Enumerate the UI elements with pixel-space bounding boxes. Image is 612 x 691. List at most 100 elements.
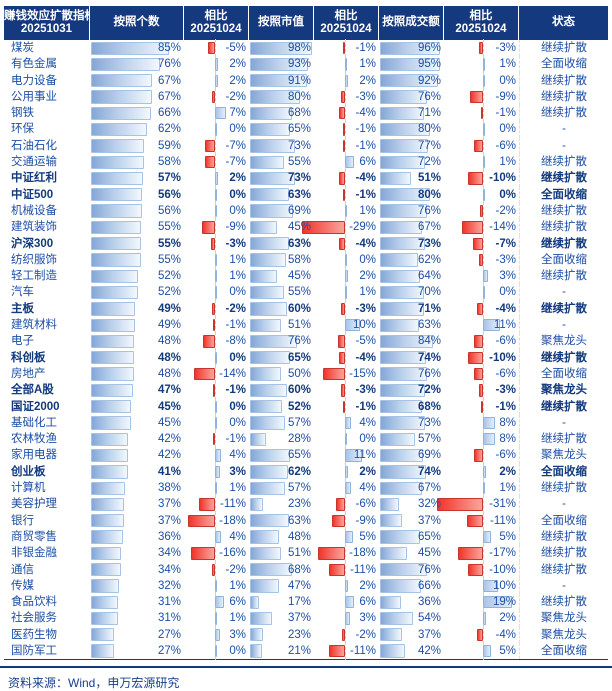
mcap-change-cell: -4% <box>314 104 379 123</box>
mcap-change-bar <box>345 156 354 169</box>
count-value: 32% <box>157 579 181 592</box>
amount-change-value: 0% <box>499 123 516 136</box>
mcap-change-cell: 2% <box>314 576 379 596</box>
status-value: 继续扩散 <box>541 42 587 54</box>
amount-change-value: 11% <box>493 319 516 332</box>
amount-change-bar <box>483 612 486 625</box>
count-change-value: -2% <box>225 90 246 103</box>
count-cell: 59% <box>90 138 184 154</box>
amount-cell: 72% <box>379 154 444 170</box>
table-row: 创业板 41% 3% 62% 2% 74% 2% 全面收缩 <box>4 462 608 482</box>
mcap-change-cell: 2% <box>314 71 379 91</box>
amount-change-bar <box>457 547 483 560</box>
amount-cell: 36% <box>379 594 444 610</box>
amount-value: 37% <box>417 514 441 527</box>
count-change-value: 0% <box>229 644 246 657</box>
mcap-change-bar <box>331 514 345 527</box>
amount-change-cell: -9% <box>444 87 519 107</box>
amount-change-value: 0% <box>499 74 516 87</box>
mcap-change-value: -29% <box>349 221 376 234</box>
status-cell: - <box>519 317 608 334</box>
table-row: 中证500 56% 0% 63% -1% 80% 0% 全面收缩 <box>4 185 608 205</box>
mcap-change-cell: 0% <box>314 430 379 449</box>
mcap-change-cell: -3% <box>314 381 379 400</box>
count-value: 34% <box>157 563 181 576</box>
mcap-change-bar <box>345 286 347 299</box>
amount-change-value: 5% <box>499 644 516 657</box>
amount-change-cell: 0% <box>444 283 519 303</box>
count-cell: 45% <box>90 415 184 431</box>
amount-change-value: -14% <box>489 221 516 234</box>
count-cell: 42% <box>90 431 184 447</box>
mcap-change-bar <box>343 400 345 413</box>
amount-cell: 73% <box>379 236 444 252</box>
row-label: 石油石化 <box>11 139 57 152</box>
row-label: 有色金属 <box>11 58 57 71</box>
mcap-change-value: 10% <box>352 319 376 332</box>
count-change-bar <box>215 270 217 283</box>
amount-change-value: -10% <box>489 563 516 576</box>
row-label: 美容护理 <box>11 498 57 511</box>
count-cell: 66% <box>90 105 184 121</box>
row-label: 公用事业 <box>11 90 57 103</box>
amount-cell: 77% <box>379 138 444 154</box>
count-cell: 57% <box>90 170 184 186</box>
mcap-change-bar <box>343 188 345 201</box>
count-cell: 37% <box>90 496 184 512</box>
amount-value: 36% <box>417 596 441 609</box>
count-cell: 38% <box>90 480 184 496</box>
amount-change-cell: -11% <box>444 511 519 531</box>
amount-bar <box>380 611 414 626</box>
amount-cell: 42% <box>379 643 444 659</box>
row-label: 国防军工 <box>11 644 57 657</box>
mcap-value: 93% <box>287 58 311 71</box>
mcap-change-cell: -4% <box>314 169 379 188</box>
status-cell: - <box>519 414 608 432</box>
amount-bar <box>380 122 430 137</box>
count-change-bar <box>215 482 217 495</box>
amount-value: 74% <box>417 351 441 364</box>
status-value: - <box>562 286 566 299</box>
count-cell: 52% <box>90 284 184 300</box>
count-cell: 49% <box>90 317 184 333</box>
count-change-bar <box>215 530 221 544</box>
count-value: 67% <box>157 74 181 87</box>
count-change-value: -1% <box>225 384 246 397</box>
mcap-change-cell: -11% <box>314 641 379 661</box>
table-row: 全部A股 47% -1% 60% -3% 72% -3% 聚焦龙头 <box>4 381 608 400</box>
amount-cell: 64% <box>379 268 444 284</box>
mcap-value: 73% <box>287 139 311 152</box>
diffusion-table: 赚钱效应扩散指标 20251031 按照个数 相比 20251024 按照市值 … <box>4 6 608 661</box>
amount-bar <box>380 106 425 120</box>
count-cell: 55% <box>90 236 184 252</box>
mcap-bar <box>250 448 291 463</box>
mcap-value: 47% <box>287 579 311 592</box>
amount-change-cell: -4% <box>444 299 519 319</box>
mcap-change-bar <box>345 74 348 87</box>
amount-change-cell: 2% <box>444 462 519 482</box>
status-value: 全面收缩 <box>541 465 587 478</box>
count-bar <box>91 644 115 658</box>
table-row: 农林牧渔 42% -1% 28% 0% 57% 8% 继续扩散 <box>4 430 608 449</box>
mcap-change-cell: -5% <box>314 332 379 351</box>
header-title-cell: 赚钱效应扩散指标 20251031 <box>4 6 96 40</box>
table-row: 建筑装饰 55% -9% 45% -29% 67% -14% 继续扩散 <box>4 218 608 237</box>
count-change-value: 1% <box>229 612 246 625</box>
count-value: 48% <box>157 367 181 380</box>
count-change-cell: 1% <box>184 250 249 270</box>
count-cell: 42% <box>90 447 184 463</box>
count-bar <box>91 595 119 609</box>
status-cell: 聚焦龙头 <box>519 626 608 643</box>
amount-change-bar <box>474 139 483 153</box>
amount-bar <box>380 171 412 186</box>
mcap-change-value: 2% <box>359 579 376 592</box>
count-value: 42% <box>157 449 181 462</box>
mcap-change-cell: -4% <box>314 348 379 368</box>
status-value: 继续扩散 <box>541 563 587 576</box>
table-row: 商贸零售 36% 4% 48% 5% 65% 5% 继续扩散 <box>4 527 608 547</box>
amount-value: 73% <box>417 237 441 250</box>
count-change-value: -5% <box>225 42 246 54</box>
count-change-cell: -2% <box>184 299 249 319</box>
mcap-change-cell: 2% <box>314 267 379 286</box>
count-bar <box>91 448 129 463</box>
